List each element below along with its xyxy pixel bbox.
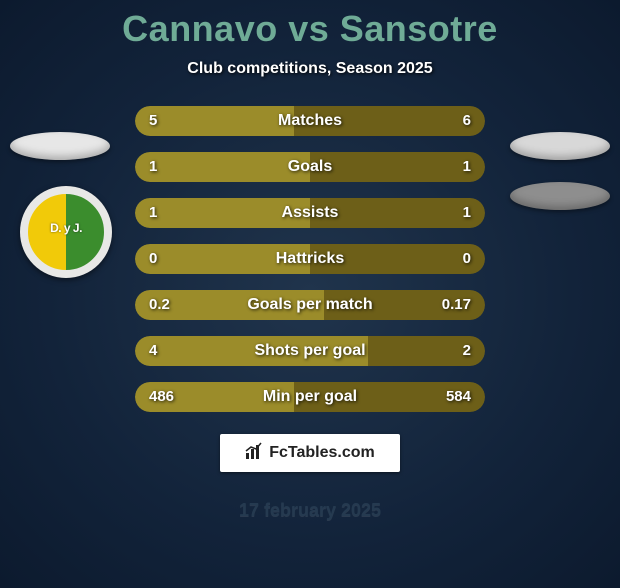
team-badge-text: D. y J. [50,221,82,235]
crest-placeholder-left [10,132,110,160]
page-subtitle: Club competitions, Season 2025 [0,60,620,78]
stat-row-matches: 5Matches6 [135,106,485,136]
stat-bar-left [135,244,310,274]
chart-icon [245,442,263,465]
team-badge-left: D. y J. [20,186,112,278]
crest-placeholder-right-2 [510,182,610,210]
stat-bar-left [135,290,324,320]
site-label: FcTables.com [269,444,375,462]
site-attribution: FcTables.com [220,434,400,472]
stat-bar-right [310,198,485,228]
team-badge-inner: D. y J. [25,191,107,273]
stat-row-goals-per-match: 0.2Goals per match0.17 [135,290,485,320]
stat-bar-left [135,152,310,182]
stat-bar-left [135,198,310,228]
stat-bar-left [135,382,294,412]
stat-row-goals: 1Goals1 [135,152,485,182]
crest-placeholder-right-1 [510,132,610,160]
stat-bar-right [294,382,485,412]
stat-bar-left [135,336,368,366]
page-title: Cannavo vs Sansotre [0,8,620,50]
stat-bar-right [368,336,485,366]
footer-date: 17 february 2025 [0,500,620,521]
stat-bar-right [324,290,485,320]
stat-row-min-per-goal: 486Min per goal584 [135,382,485,412]
stat-bar-right [294,106,485,136]
stat-bar-right [310,152,485,182]
stat-bar-left [135,106,294,136]
stat-row-assists: 1Assists1 [135,198,485,228]
stat-row-shots-per-goal: 4Shots per goal2 [135,336,485,366]
stat-row-hattricks: 0Hattricks0 [135,244,485,274]
stat-bar-right [310,244,485,274]
